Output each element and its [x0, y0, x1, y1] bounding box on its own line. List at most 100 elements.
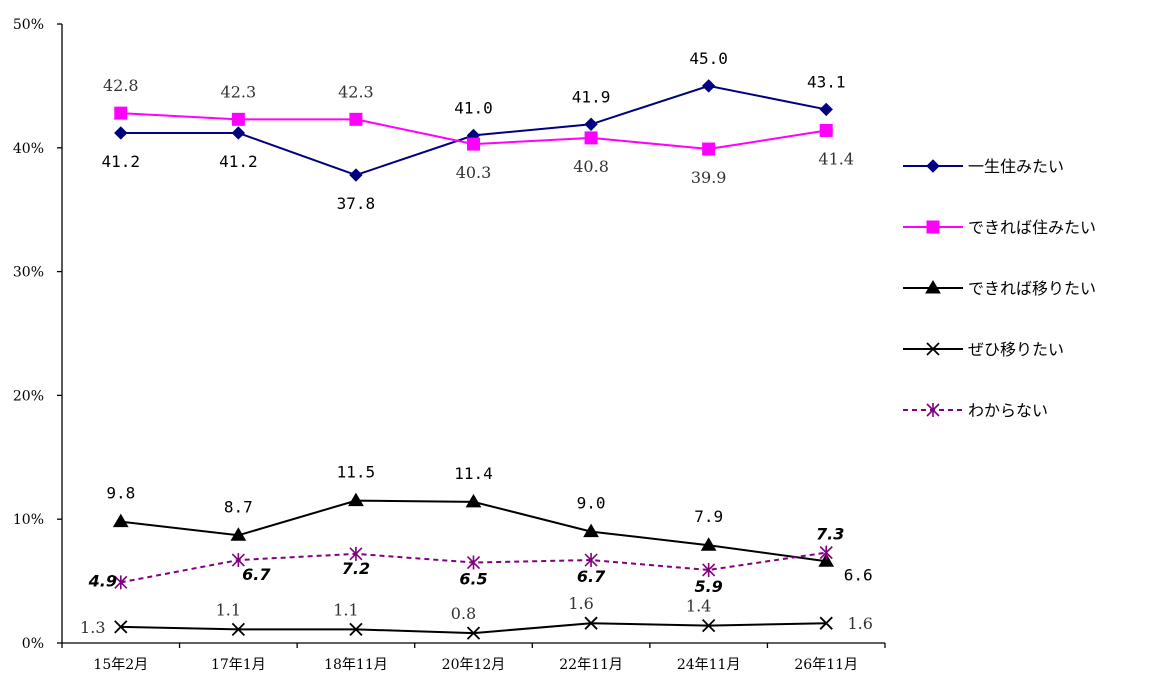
x-tick-label: 17年1月	[211, 657, 266, 673]
data-point	[114, 106, 128, 120]
series-4	[114, 616, 833, 640]
legend-item: ぜひ移りたい	[903, 340, 1064, 359]
data-label: 1.3	[80, 618, 105, 637]
x-tick-label: 22年11月	[559, 657, 623, 673]
legend-marker	[926, 220, 940, 234]
series-5	[114, 545, 833, 590]
data-label: 6.6	[844, 565, 873, 584]
data-label: 7.2	[342, 559, 370, 578]
data-label: 1.1	[333, 600, 358, 619]
data-point	[819, 123, 833, 137]
data-point	[818, 553, 835, 567]
data-label: 45.0	[689, 49, 728, 68]
data-point	[701, 79, 716, 93]
legend-item: できれば住みたい	[903, 218, 1096, 237]
data-label: 9.8	[106, 484, 135, 503]
data-point	[702, 619, 716, 633]
legend-label: できれば移りたい	[968, 279, 1096, 298]
data-point	[702, 142, 716, 156]
data-labels: 41.2 41.2 37.8 41.0 41.9 45.0 43.1 42.8 42.3 42.3…	[80, 49, 873, 637]
data-label: 37.8	[337, 194, 376, 213]
data-point	[231, 112, 245, 126]
series-line	[120, 622, 827, 635]
data-point	[584, 117, 598, 131]
data-label: 1.4	[686, 597, 711, 616]
data-point	[584, 616, 598, 630]
data-point	[702, 562, 716, 577]
data-point	[700, 537, 717, 551]
legend-item: できれば移りたい	[903, 279, 1096, 298]
data-label: 1.6	[568, 594, 593, 613]
data-point	[584, 131, 598, 145]
x-tick-label: 20年12月	[442, 657, 506, 673]
data-label: 41.9	[572, 87, 611, 106]
data-label: 43.1	[807, 72, 846, 91]
legend-label: 一生住みたい	[968, 157, 1064, 176]
data-point	[114, 126, 128, 140]
x-tick-label: 18年11月	[324, 657, 388, 673]
data-label: 11.4	[454, 464, 493, 483]
data-label: 42.3	[221, 82, 257, 101]
data-point	[819, 616, 833, 630]
legend-marker	[926, 159, 940, 173]
data-point	[231, 553, 245, 568]
data-point	[349, 622, 363, 637]
data-point	[465, 493, 482, 508]
data-label: 41.2	[102, 152, 141, 171]
data-label: 8.7	[224, 497, 253, 516]
data-point	[583, 523, 599, 538]
data-point	[114, 620, 128, 634]
data-label: 1.6	[847, 614, 872, 633]
x-tick-label: 26年11月	[794, 657, 858, 673]
y-tick-label: 50%	[13, 17, 44, 33]
data-label: 41.0	[454, 98, 493, 117]
data-label: 0.8	[451, 604, 476, 623]
data-point	[231, 622, 245, 637]
data-label: 40.8	[573, 157, 609, 176]
data-label: 9.0	[577, 494, 606, 513]
data-label: 40.3	[456, 163, 492, 182]
data-point	[349, 168, 363, 182]
data-point	[231, 126, 246, 140]
data-label: 11.5	[337, 463, 376, 482]
data-label: 41.2	[219, 152, 258, 171]
data-point	[584, 553, 598, 568]
data-label: 39.9	[691, 168, 727, 187]
legend-marker	[926, 342, 940, 356]
legend-label: わからない	[968, 401, 1048, 420]
data-label: 6.5	[459, 570, 487, 589]
y-tick-label: 10%	[13, 512, 44, 528]
data-point	[349, 546, 363, 561]
data-label: 42.8	[103, 76, 139, 95]
data-point	[819, 102, 833, 117]
data-point	[114, 575, 128, 590]
data-point	[467, 137, 480, 151]
legend-label: ぜひ移りたい	[968, 340, 1064, 359]
data-point	[230, 527, 247, 541]
legend-item: 一生住みたい	[903, 157, 1064, 176]
data-label: 6.7	[242, 565, 271, 584]
data-label: 42.3	[338, 82, 374, 101]
series-layer	[112, 79, 835, 640]
data-point	[466, 555, 481, 570]
legend-marker	[926, 403, 940, 417]
data-label: 6.7	[577, 567, 606, 586]
data-point	[349, 112, 363, 126]
data-label: 7.3	[816, 525, 844, 544]
legend-item: わからない	[903, 401, 1048, 420]
y-tick-label: 40%	[13, 141, 44, 157]
data-label: 41.4	[818, 149, 854, 168]
data-point	[819, 545, 833, 560]
legend-label: できれば住みたい	[968, 218, 1096, 237]
data-label: 7.9	[694, 507, 723, 526]
axes: 0% 10% 20% 30% 40% 50% 15年2月 17年1月 18年11月 20年12月 2…	[13, 17, 886, 673]
x-tick-label: 24年11月	[677, 657, 741, 673]
legend-marker	[925, 280, 941, 294]
y-tick-label: 20%	[13, 388, 44, 404]
x-tick-label: 15年2月	[93, 657, 148, 673]
data-point	[348, 492, 364, 507]
series-2	[114, 106, 833, 156]
data-label: 4.9	[88, 571, 117, 590]
